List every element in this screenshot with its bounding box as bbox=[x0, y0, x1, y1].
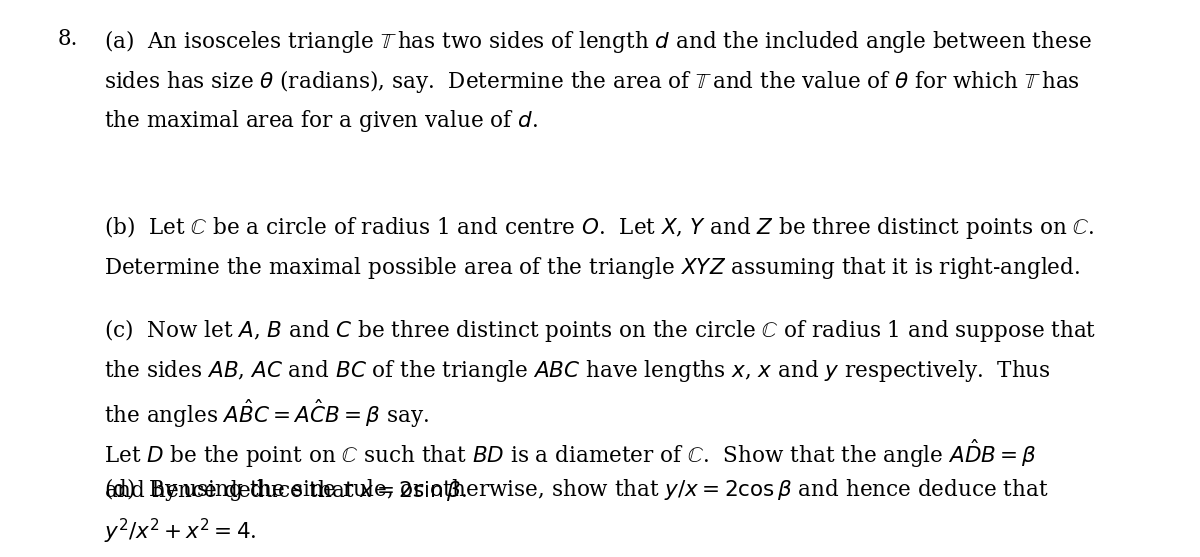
Text: the angles $A\hat{B}C = A\hat{C}B = \beta$ say.: the angles $A\hat{B}C = A\hat{C}B = \bet… bbox=[104, 398, 430, 431]
Text: (b)  Let $\mathbb{C}$ be a circle of radius 1 and centre $O$.  Let $X$, $Y$ and : (b) Let $\mathbb{C}$ be a circle of radi… bbox=[104, 214, 1096, 241]
Text: $y^2/x^2 + x^2 = 4$.: $y^2/x^2 + x^2 = 4$. bbox=[104, 516, 257, 545]
Text: (a)  An isosceles triangle $\mathbb{T}$ has two sides of length $d$ and the incl: (a) An isosceles triangle $\mathbb{T}$ h… bbox=[104, 28, 1092, 55]
Text: (c)  Now let $A$, $B$ and $C$ be three distinct points on the circle $\mathbb{C}: (c) Now let $A$, $B$ and $C$ be three di… bbox=[104, 317, 1097, 344]
Text: and hence deduce that $x = 2\sin\beta$.: and hence deduce that $x = 2\sin\beta$. bbox=[104, 478, 468, 503]
Text: Determine the maximal possible area of the triangle $XYZ$ assuming that it is ri: Determine the maximal possible area of t… bbox=[104, 255, 1081, 281]
Text: 8.: 8. bbox=[58, 28, 78, 50]
Text: (d)  By using the sine rule, or otherwise, show that $y/x = 2\cos\beta$ and henc: (d) By using the sine rule, or otherwise… bbox=[104, 476, 1049, 503]
Text: the sides $AB$, $AC$ and $BC$ of the triangle $ABC$ have lengths $x$, $x$ and $y: the sides $AB$, $AC$ and $BC$ of the tri… bbox=[104, 358, 1051, 384]
Text: sides has size $\theta$ (radians), say.  Determine the area of $\mathbb{T}$ and : sides has size $\theta$ (radians), say. … bbox=[104, 68, 1080, 95]
Text: the maximal area for a given value of $d$.: the maximal area for a given value of $d… bbox=[104, 108, 539, 134]
Text: Let $D$ be the point on $\mathbb{C}$ such that $BD$ is a diameter of $\mathbb{C}: Let $D$ be the point on $\mathbb{C}$ suc… bbox=[104, 438, 1037, 471]
